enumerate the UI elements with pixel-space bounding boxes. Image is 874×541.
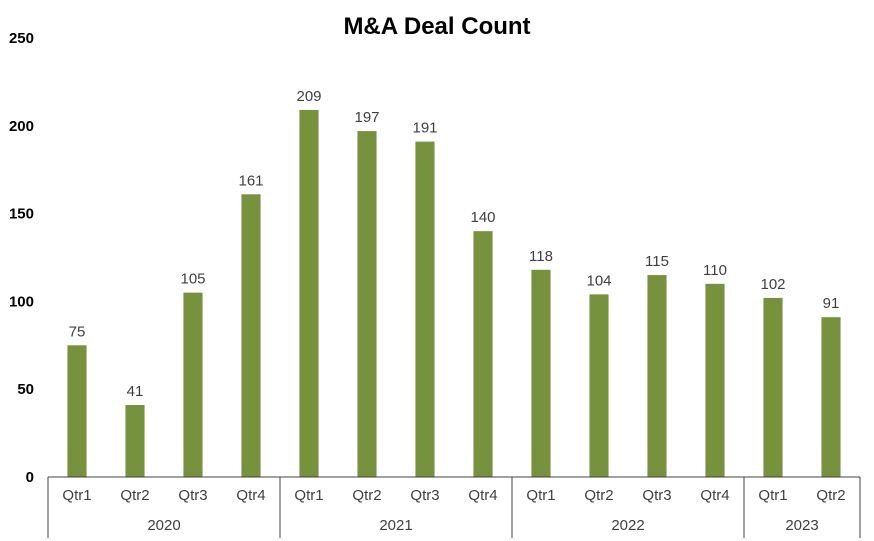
- x-axis: Qtr1 Qtr2 Qtr3 Qtr4 Qtr1 Qtr2 Qtr3 Qtr4 Qtr1 Qtr2…: [47, 476, 861, 538]
- x-tick-label: Qtr4: [236, 487, 265, 504]
- data-label: 191: [412, 120, 437, 137]
- bar: [357, 131, 377, 477]
- x-tick-label: Qtr1: [62, 487, 91, 504]
- x-group-label: 2023: [785, 517, 818, 534]
- x-tick-label: Qtr3: [178, 487, 207, 504]
- x-group-label: 2021: [379, 517, 412, 534]
- x-tick-label: Qtr2: [120, 487, 149, 504]
- bar: [531, 269, 551, 477]
- x-tick-label: Qtr3: [410, 487, 439, 504]
- data-label: 104: [586, 272, 611, 289]
- bar: [821, 317, 841, 477]
- bar: [125, 405, 145, 477]
- y-tick-label: 250: [9, 30, 34, 47]
- data-label: 209: [296, 88, 321, 105]
- bar: [415, 141, 435, 477]
- data-label: 118: [529, 248, 553, 265]
- data-label: 115: [645, 253, 669, 270]
- y-tick-label: 150: [9, 206, 34, 223]
- bar: [589, 294, 609, 477]
- bar: [241, 194, 261, 477]
- y-axis: 0 50 100 150 200 250: [9, 30, 34, 486]
- x-tick-label: Qtr2: [584, 487, 613, 504]
- data-label: 197: [354, 109, 379, 126]
- data-label: 75: [69, 323, 86, 340]
- bar: [647, 275, 667, 477]
- y-tick-label: 50: [17, 381, 34, 398]
- bar: [67, 345, 87, 477]
- bar: [183, 292, 203, 477]
- y-tick-label: 100: [9, 293, 34, 310]
- y-tick-label: 0: [26, 469, 34, 486]
- data-label: 161: [238, 172, 263, 189]
- x-tick-label: Qtr2: [352, 487, 381, 504]
- x-tick-label: Qtr2: [816, 487, 845, 504]
- data-label: 105: [180, 271, 205, 288]
- x-tick-label: Qtr4: [468, 487, 497, 504]
- x-tick-label: Qtr1: [294, 487, 323, 504]
- x-tick-label: Qtr4: [700, 487, 729, 504]
- x-tick-label: Qtr1: [758, 487, 787, 504]
- data-label: 110: [703, 262, 727, 279]
- data-label: 140: [470, 209, 495, 226]
- x-group-label: 2020: [147, 517, 180, 534]
- chart-title: M&A Deal Count: [343, 13, 530, 40]
- x-tick-label: Qtr1: [526, 487, 555, 504]
- bar: [705, 283, 725, 477]
- data-label: 91: [823, 295, 840, 312]
- bar: [473, 231, 493, 477]
- x-tick-label: Qtr3: [642, 487, 671, 504]
- bars: 75 41 105 161 209 197 191 140 118 104 115 110 102 91: [67, 88, 841, 477]
- data-label: 102: [760, 276, 785, 293]
- bar: [299, 109, 319, 477]
- data-label: 41: [127, 383, 144, 400]
- y-tick-label: 200: [9, 118, 34, 135]
- bar: [763, 297, 783, 477]
- x-group-label: 2022: [611, 517, 644, 534]
